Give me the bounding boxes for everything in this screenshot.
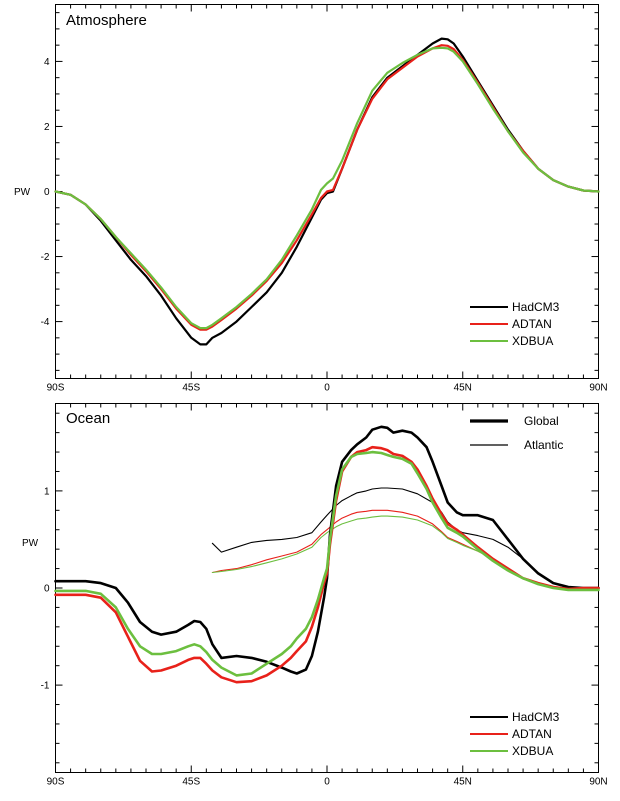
legend-label: XDBUA	[512, 744, 553, 758]
x-tick-label: 90S	[47, 383, 65, 394]
style-legend-label: Global	[524, 414, 559, 428]
ocean-series	[54, 425, 600, 684]
style-legend-label: Atlantic	[524, 438, 563, 452]
series-line-hadcm3-atlantic	[211, 487, 600, 589]
series-line-xdbua	[54, 450, 600, 677]
legend-label: HadCM3	[512, 300, 560, 314]
x-tick-label: 0	[324, 383, 330, 394]
atmosphere-series	[54, 37, 600, 346]
y-tick-label: 0	[44, 187, 50, 198]
x-tick-label: 90N	[589, 777, 607, 788]
series-line-xdbua	[54, 46, 600, 330]
ocean-legend: HadCM3 ADTAN XDBUA	[470, 710, 560, 758]
y-tick-label: 2	[44, 122, 50, 133]
atmosphere-legend: HadCM3 ADTAN XDBUA	[470, 300, 560, 348]
ocean-panel: Ocean PW 90S 45S 0 45N 90N -1 0 1 Global Atlanti…	[22, 403, 608, 788]
series-line-adtan	[54, 44, 600, 331]
x-tick-label: 45S	[182, 383, 200, 394]
legend-label: ADTAN	[512, 317, 552, 331]
ocean-title: Ocean	[66, 410, 110, 427]
x-tick-label: 0	[324, 777, 330, 788]
ocean-ticks: 90S 45S 0 45N 90N -1 0 1	[41, 403, 608, 788]
atmosphere-panel: Atmosphere PW 90S 45S 0 45N 90N -4 -2 0 2 4 HadCM…	[14, 4, 608, 394]
y-tick-label: 0	[44, 584, 50, 595]
atmosphere-y-axis-label: PW	[14, 187, 31, 198]
x-tick-label: 90S	[47, 777, 65, 788]
y-tick-label: -4	[41, 317, 50, 328]
series-line-xdbua-atlantic	[211, 515, 600, 589]
legend-label: ADTAN	[512, 727, 552, 741]
series-line-hadcm3	[54, 425, 600, 675]
x-tick-label: 90N	[589, 383, 607, 394]
atmosphere-title: Atmosphere	[66, 12, 147, 29]
x-tick-label: 45N	[454, 777, 472, 788]
y-tick-label: -2	[41, 252, 50, 263]
legend-label: XDBUA	[512, 334, 553, 348]
x-tick-label: 45S	[182, 777, 200, 788]
legend-label: HadCM3	[512, 710, 560, 724]
atmosphere-ticks: 90S 45S 0 45N 90N -4 -2 0 2 4	[41, 4, 608, 394]
ocean-y-axis-label: PW	[22, 538, 39, 549]
y-tick-label: -1	[41, 681, 50, 692]
y-tick-label: 4	[44, 57, 50, 68]
y-tick-label: 1	[44, 486, 50, 497]
x-tick-label: 45N	[454, 383, 472, 394]
ocean-line-style-legend: Global Atlantic	[470, 414, 563, 452]
